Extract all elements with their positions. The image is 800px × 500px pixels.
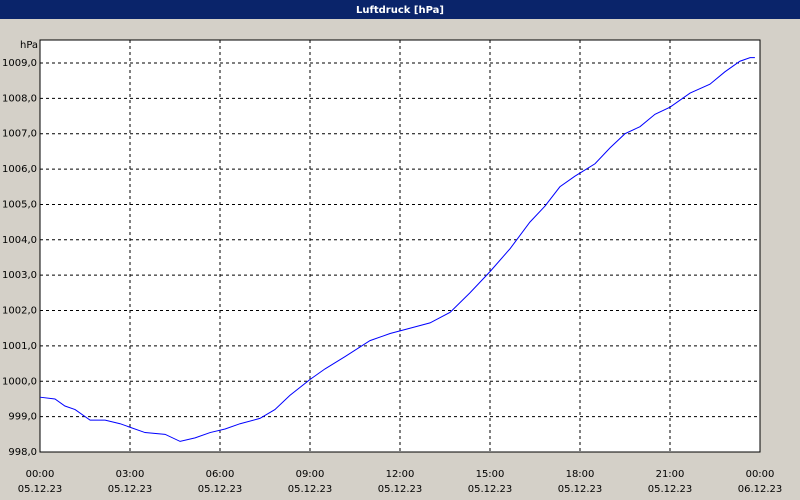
x-tick-date: 05.12.23 (108, 484, 153, 495)
x-tick-date: 05.12.23 (648, 484, 693, 495)
x-tick-label: 06:00 (206, 469, 235, 480)
x-tick-label: 09:00 (296, 469, 325, 480)
x-tick-date: 05.12.23 (198, 484, 243, 495)
x-tick-label: 03:00 (116, 469, 145, 480)
y-tick-label: 1007,0 (2, 129, 37, 140)
x-tick-date: 05.12.23 (18, 484, 63, 495)
y-tick-label: 1005,0 (2, 199, 37, 210)
x-tick-date: 05.12.23 (378, 484, 423, 495)
x-tick-label: 00:00 (26, 469, 55, 480)
y-tick-label: 1002,0 (2, 306, 37, 317)
x-tick-date: 05.12.23 (468, 484, 513, 495)
y-tick-label: 1006,0 (2, 164, 37, 175)
x-tick-date: 05.12.23 (558, 484, 603, 495)
y-tick-label: 1008,0 (2, 93, 37, 104)
data-line (39, 57, 755, 442)
title-bar (0, 0, 800, 19)
y-tick-label: 1003,0 (2, 270, 37, 281)
y-tick-label: 999,0 (8, 412, 37, 423)
x-tick-label: 21:00 (656, 469, 685, 480)
x-tick-label: 00:00 (746, 469, 775, 480)
y-tick-label: 998,0 (8, 447, 37, 458)
x-tick-label: 15:00 (476, 469, 505, 480)
x-tick-date: 05.12.23 (288, 484, 333, 495)
chart-title: Luftdruck [hPa] (356, 5, 444, 16)
y-tick-label: 1004,0 (2, 235, 37, 246)
y-tick-label: 1009,0 (2, 58, 37, 69)
x-tick-label: 12:00 (386, 469, 415, 480)
y-tick-label: 1001,0 (2, 341, 37, 352)
y-tick-label: 1000,0 (2, 376, 37, 387)
x-tick-date: 06.12.23 (738, 484, 783, 495)
x-tick-label: 18:00 (566, 469, 595, 480)
y-axis-label: hPa (20, 40, 38, 51)
